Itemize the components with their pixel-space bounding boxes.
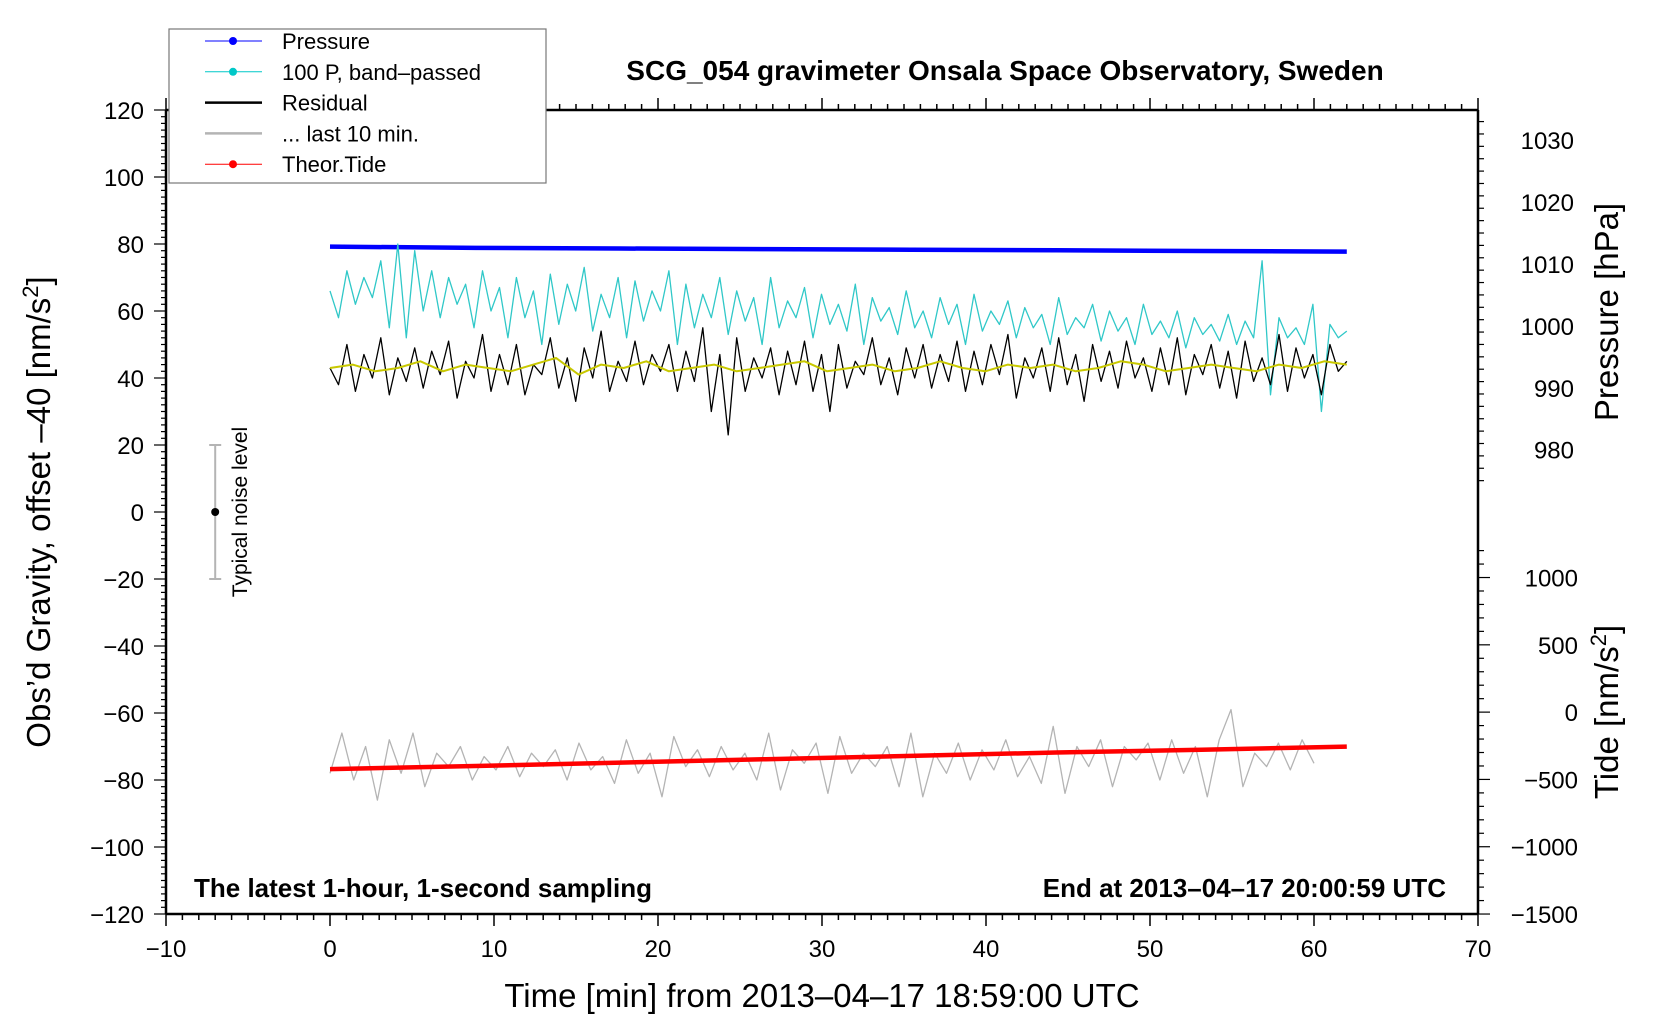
legend-label: Theor.Tide	[282, 152, 386, 177]
x-tick-label: 60	[1301, 936, 1328, 963]
legend-label: Residual	[282, 91, 368, 116]
x-tick-label: 30	[809, 936, 836, 963]
noise-level-label: Typical noise level	[229, 427, 252, 597]
series-last-10-min	[329, 708, 1315, 801]
legend-label: ... last 10 min.	[282, 121, 419, 146]
y-tick-label: 120	[104, 98, 144, 125]
x-tick-label: 10	[481, 936, 508, 963]
series-pressure	[329, 244, 1347, 254]
axes-layer: −10 0 10 20 30 40 50 60 70120100806040200−20−40−…	[90, 98, 1578, 963]
pressure-tick-label: 1010	[1521, 252, 1574, 279]
pressure-tick-label: 1020	[1521, 190, 1574, 217]
x-tick-label: −10	[146, 936, 187, 963]
y-tick-label: −40	[103, 634, 144, 661]
tide-tick-label: 500	[1538, 633, 1578, 660]
y-axis-title-sup: 2	[18, 285, 43, 297]
legend-label: 100 P, band–passed	[282, 60, 481, 85]
tide-tick-label: −500	[1524, 767, 1578, 794]
legend-marker	[229, 37, 237, 45]
y-tick-label: −100	[90, 835, 144, 862]
legend-label: Pressure	[282, 29, 370, 54]
series-residual-smoothed	[329, 356, 1347, 376]
pressure-tick-label: 1030	[1521, 128, 1574, 155]
series-residual	[329, 327, 1348, 436]
legend: Pressure 100 P, band–passed Residual ... la…	[168, 28, 547, 184]
tide-title-sup: 2	[1586, 634, 1611, 646]
y-tick-label: −60	[103, 701, 144, 728]
series-layer	[329, 243, 1348, 801]
annotation-right: End at 2013–04–17 20:00:59 UTC	[1043, 873, 1446, 903]
legend-box	[168, 28, 547, 184]
legend-marker	[229, 67, 237, 76]
y-axis-title-tide: Tide [nm/s2]	[1586, 625, 1625, 799]
y-axis-title-tail: ]	[20, 276, 57, 285]
tide-tick-label: −1500	[1511, 902, 1578, 929]
x-tick-label: 70	[1465, 936, 1492, 963]
y-axis-title-left: Obs’d Gravity, offset –40 [nm/s2]	[18, 276, 57, 747]
y-tick-label: 100	[104, 165, 144, 192]
x-tick-label: 50	[1137, 936, 1164, 963]
y-tick-label: 60	[117, 299, 144, 326]
y-tick-label: 20	[117, 433, 144, 460]
series-theor-tide	[329, 744, 1347, 772]
tide-title-text: Tide [nm/s	[1588, 646, 1625, 799]
tide-tick-label: 0	[1565, 700, 1578, 727]
chart-title: SCG_054 gravimeter Onsala Space Observat…	[626, 55, 1383, 86]
x-tick-label: 0	[323, 936, 336, 963]
series-100-p-band-passed	[329, 243, 1348, 413]
noise-level-indicator	[209, 444, 222, 580]
y-tick-label: 40	[117, 366, 144, 393]
y-tick-label: −120	[90, 902, 144, 929]
x-tick-label: 20	[645, 936, 672, 963]
tide-title-tail: ]	[1588, 625, 1625, 634]
pressure-tick-label: 980	[1534, 438, 1574, 465]
pressure-tick-label: 990	[1534, 376, 1574, 403]
annotation-left: The latest 1-hour, 1-second sampling	[194, 873, 652, 903]
y-tick-label: −80	[103, 768, 144, 795]
legend-marker	[229, 160, 237, 169]
y-axis-title-pressure: Pressure [hPa]	[1588, 203, 1625, 421]
y-axis-title-text: Obs’d Gravity, offset –40 [nm/s	[20, 298, 57, 748]
pressure-tick-label: 1000	[1521, 314, 1574, 341]
y-tick-label: 80	[117, 232, 144, 259]
tide-tick-label: 1000	[1525, 566, 1578, 593]
x-axis-title: Time [min] from 2013–04–17 18:59:00 UTC	[504, 977, 1139, 1014]
legend-entries: Pressure 100 P, band–passed Residual ... la…	[205, 29, 481, 177]
y-tick-label: 0	[131, 500, 144, 527]
tide-tick-label: −1000	[1511, 835, 1578, 862]
x-tick-label: 40	[973, 936, 1000, 963]
y-tick-label: −20	[103, 567, 144, 594]
noise-bar-center	[211, 508, 220, 516]
